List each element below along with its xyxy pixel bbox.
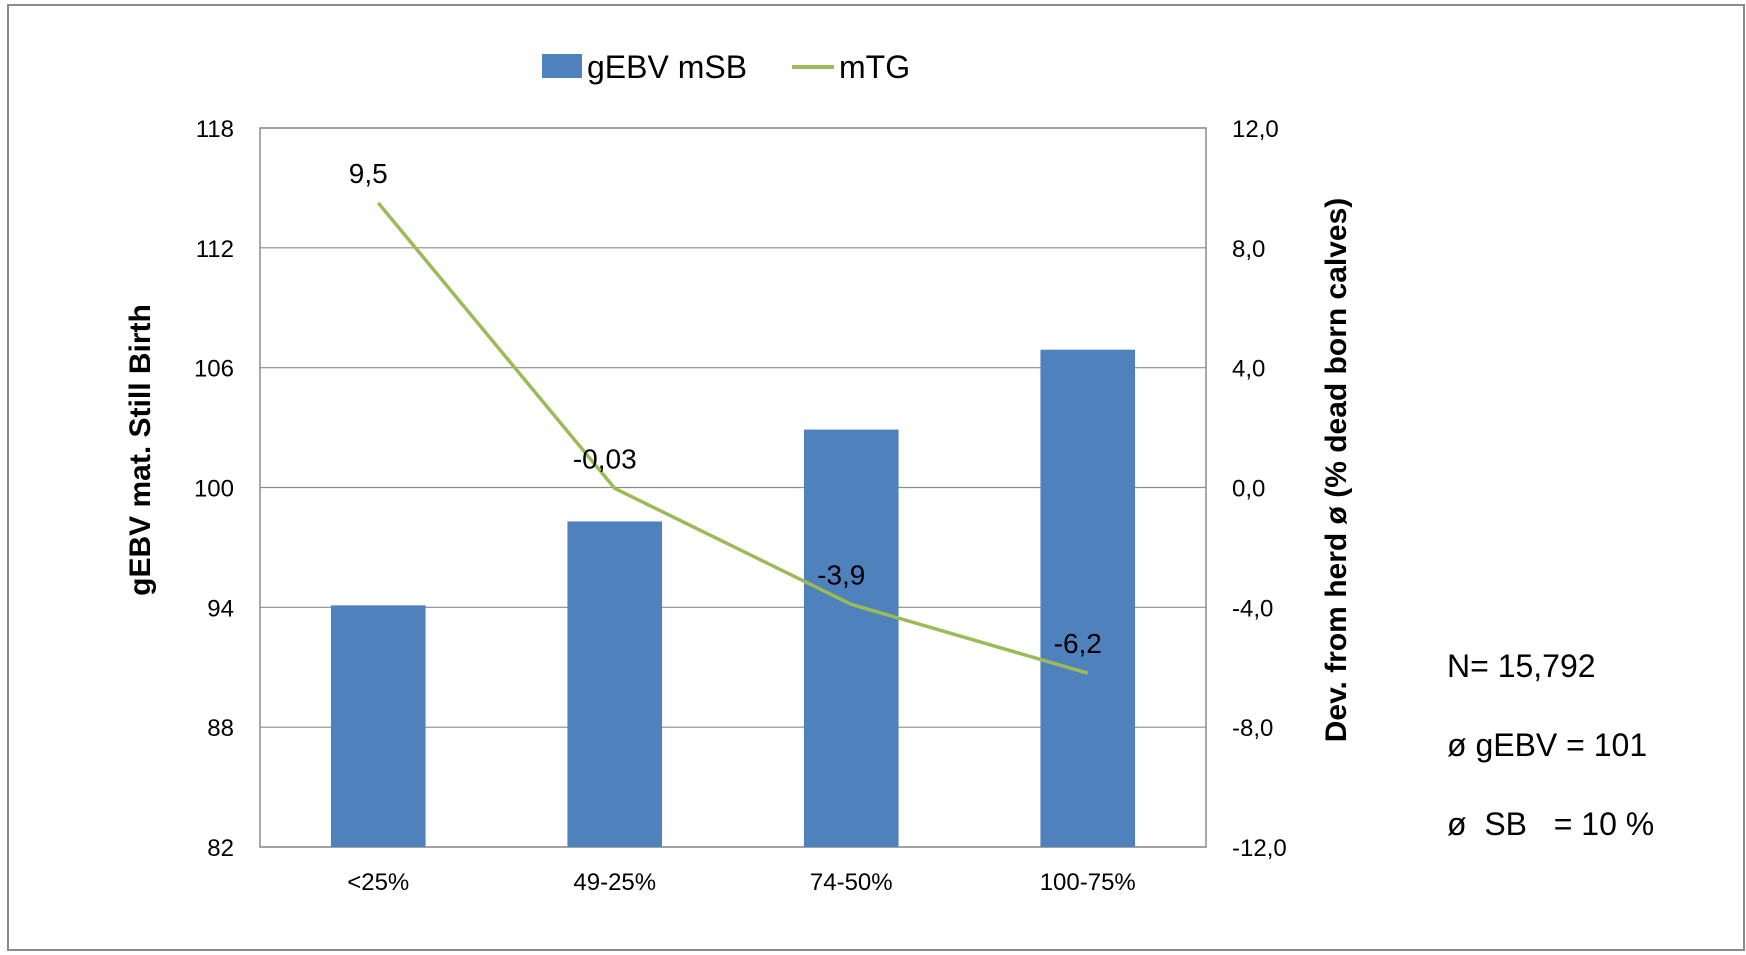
bar xyxy=(567,521,663,847)
x-tick-label: <25% xyxy=(347,869,409,896)
plot-area xyxy=(259,127,1207,848)
left-tick-label: 112 xyxy=(196,236,234,263)
right-tick-label: -4,0 xyxy=(1232,595,1273,622)
left-tick-label: 106 xyxy=(194,356,234,383)
right-tick-label: 8,0 xyxy=(1232,236,1265,263)
gebv-mean-note: ø gEBV = 101 xyxy=(1447,727,1647,763)
x-tick-label: 74-50% xyxy=(810,869,893,896)
legend: gEBV mSB mTG xyxy=(542,49,910,85)
bar xyxy=(803,429,899,847)
x-axis-ticks: <25% 49-25% 74-50% 100-75% xyxy=(347,869,1136,896)
right-tick-label: 4,0 xyxy=(1232,356,1265,383)
bar xyxy=(330,605,426,847)
left-tick-label: 82 xyxy=(207,835,234,862)
x-tick-label: 100-75% xyxy=(1040,869,1136,896)
right-axis-title: Dev. from herd ø (% dead born calves) xyxy=(1320,198,1353,743)
right-tick-label: -8,0 xyxy=(1232,715,1273,742)
right-axis-ticks: -12,0 -8,0 -4,0 0,0 4,0 8,0 12,0 xyxy=(1232,116,1287,862)
x-tick-label: 49-25% xyxy=(573,869,656,896)
left-tick-label: 88 xyxy=(207,715,234,742)
left-tick-label: 118 xyxy=(196,116,234,143)
left-tick-label: 94 xyxy=(207,595,234,622)
legend-bar-label: gEBV mSB xyxy=(587,49,747,85)
sb-mean-note: ø SB = 10 % xyxy=(1447,806,1654,842)
line-data-label: 9,5 xyxy=(349,158,388,189)
line-data-label: -3,9 xyxy=(817,559,865,590)
bar xyxy=(1040,349,1136,847)
bar-series xyxy=(330,349,1136,847)
line-data-label: -0,03 xyxy=(573,443,637,474)
right-tick-label: 0,0 xyxy=(1232,476,1265,503)
line-mtg xyxy=(376,201,1089,675)
legend-bar-swatch xyxy=(542,54,582,78)
line-series xyxy=(376,201,1089,675)
left-tick-label: 100 xyxy=(194,476,234,503)
right-tick-label: -12,0 xyxy=(1232,835,1287,862)
line-data-label: -6,2 xyxy=(1054,628,1102,659)
right-tick-label: 12,0 xyxy=(1232,116,1279,143)
left-axis-title: gEBV mat. Still Birth xyxy=(124,304,157,596)
line-data-labels: 9,5 -0,03 -3,9 -6,2 xyxy=(349,158,1102,659)
left-axis-ticks: 82 88 94 100 106 112 118 xyxy=(194,116,234,862)
legend-line-label: mTG xyxy=(839,49,910,85)
sample-size-note: N= 15,792 xyxy=(1447,648,1596,684)
